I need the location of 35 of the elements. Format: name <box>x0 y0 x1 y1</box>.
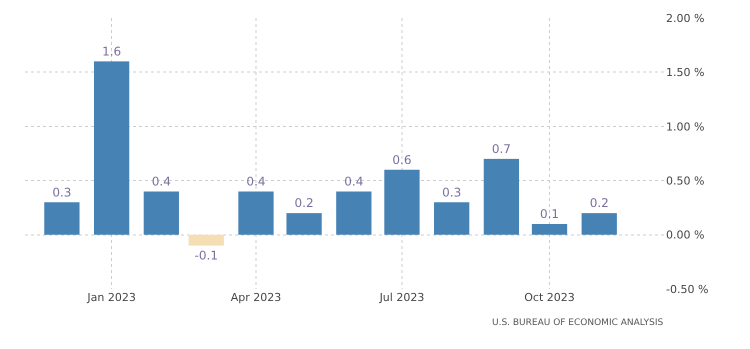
data-label: 0.2 <box>590 196 609 210</box>
bar <box>384 170 420 235</box>
bar <box>484 158 520 235</box>
y-tick-label: 2.00 % <box>666 12 704 25</box>
data-label: 0.4 <box>344 174 364 188</box>
data-label: 0.4 <box>152 174 171 188</box>
bar <box>336 191 372 235</box>
data-label: 0.7 <box>492 142 511 156</box>
bar <box>44 202 80 235</box>
y-tick-label: 1.00 % <box>666 120 704 134</box>
text: U.S. BUREAU OF ECONOMIC ANALYSIS <box>492 318 664 328</box>
bar <box>582 213 617 235</box>
bar <box>532 224 568 235</box>
x-tick-label: Oct 2023 <box>524 291 575 304</box>
data-label: -0.1 <box>194 248 218 263</box>
y-tick-label: -0.50 % <box>666 282 708 296</box>
data-label: 0.2 <box>294 196 314 210</box>
data-label: 0.1 <box>540 206 560 221</box>
data-label: 0.6 <box>392 152 412 167</box>
bar <box>94 61 130 235</box>
y-tick-label: 0.00 % <box>666 228 704 242</box>
bar <box>238 191 274 235</box>
bar <box>144 191 179 235</box>
data-label: 1.6 <box>102 44 122 58</box>
data-label: 0.3 <box>442 185 462 200</box>
x-tick-label: Apr 2023 <box>230 291 282 304</box>
data-label: 0.3 <box>52 185 72 200</box>
data-label: 0.4 <box>246 174 266 188</box>
x-tick-label: Jul 2023 <box>378 291 424 304</box>
x-tick-label: Jan 2023 <box>86 291 136 304</box>
bar <box>286 213 322 235</box>
y-tick-label: 0.50 % <box>666 174 704 188</box>
bar <box>434 202 470 235</box>
y-tick-label: 1.50 % <box>666 66 704 80</box>
bar <box>188 234 224 246</box>
